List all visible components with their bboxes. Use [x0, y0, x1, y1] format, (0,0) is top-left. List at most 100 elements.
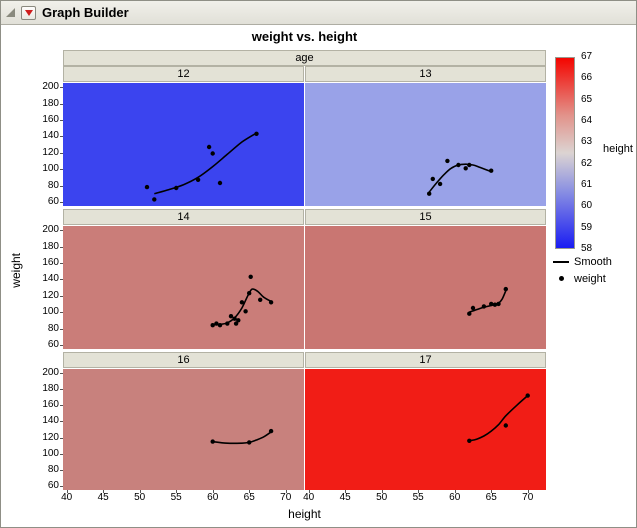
- data-point[interactable]: [210, 439, 215, 444]
- data-point[interactable]: [210, 323, 215, 328]
- data-point[interactable]: [481, 304, 487, 309]
- smooth-line[interactable]: [212, 288, 272, 326]
- y-tick-label: 160: [42, 256, 59, 268]
- data-point[interactable]: [427, 191, 432, 196]
- data-point[interactable]: [225, 321, 230, 326]
- data-point[interactable]: [206, 144, 212, 150]
- x-tick-label: 55: [170, 492, 182, 503]
- x-tick-label: 50: [376, 492, 388, 503]
- data-point[interactable]: [503, 286, 508, 292]
- y-tick-label: 80: [47, 322, 59, 334]
- legend-tick-label: 60: [581, 200, 593, 212]
- y-tick-label: 60: [47, 195, 59, 207]
- data-point[interactable]: [258, 297, 263, 302]
- legend-entries: Smooth weight: [553, 253, 612, 287]
- y-tick-mark: [60, 453, 63, 455]
- y-tick-label: 180: [42, 97, 59, 109]
- collapse-triangle-icon[interactable]: [6, 8, 15, 17]
- data-point[interactable]: [195, 177, 201, 182]
- data-point[interactable]: [470, 305, 476, 311]
- facet-panel-age-13[interactable]: [305, 83, 546, 206]
- data-point[interactable]: [247, 291, 252, 296]
- data-point[interactable]: [445, 158, 450, 164]
- y-tick-mark: [60, 295, 63, 297]
- data-point[interactable]: [489, 301, 494, 307]
- x-tick-mark: [176, 490, 178, 493]
- facet-panel-age-12[interactable]: [63, 83, 304, 206]
- legend-entry-weight[interactable]: weight: [553, 270, 612, 287]
- smooth-line[interactable]: [212, 431, 272, 445]
- data-point[interactable]: [467, 438, 472, 443]
- red-triangle-menu-button[interactable]: [21, 5, 36, 20]
- data-point[interactable]: [248, 274, 253, 279]
- data-point[interactable]: [243, 309, 248, 314]
- y-tick-label: 100: [42, 306, 59, 318]
- data-point[interactable]: [228, 314, 234, 319]
- x-tick-label: 45: [97, 492, 109, 503]
- smooth-line[interactable]: [469, 395, 529, 442]
- chart-title[interactable]: weight vs. height: [251, 29, 358, 44]
- y-tick-mark: [60, 328, 63, 330]
- facet-panel-age-14[interactable]: [63, 226, 304, 349]
- x-tick-label: 55: [412, 492, 424, 503]
- y-axis-title[interactable]: weight: [9, 253, 23, 288]
- smooth-line[interactable]: [428, 163, 492, 193]
- data-point[interactable]: [268, 300, 274, 305]
- legend-tick-label: 63: [581, 136, 593, 148]
- smooth-line[interactable]: [154, 132, 257, 195]
- legend-entry-label: weight: [574, 272, 606, 285]
- facet-column-header: age: [63, 50, 546, 66]
- data-point[interactable]: [463, 166, 468, 171]
- facet-panel-label: 14: [63, 209, 304, 225]
- y-tick-label: 160: [42, 113, 59, 125]
- data-point[interactable]: [174, 185, 179, 191]
- legend-entry-smooth[interactable]: Smooth: [553, 253, 612, 270]
- y-tick-mark: [60, 262, 63, 264]
- facet-panel-age-15[interactable]: [305, 226, 546, 349]
- data-point[interactable]: [503, 423, 508, 428]
- facet-panel-age-16[interactable]: [63, 369, 304, 490]
- data-point[interactable]: [152, 197, 157, 202]
- x-tick-mark: [103, 490, 105, 493]
- data-point[interactable]: [144, 184, 150, 190]
- legend-gradient[interactable]: [555, 57, 575, 249]
- x-tick-label: 70: [280, 492, 292, 503]
- legend-tick-label: 62: [581, 157, 593, 169]
- data-point[interactable]: [233, 321, 239, 326]
- y-tick-mark: [60, 246, 63, 248]
- data-point[interactable]: [437, 181, 443, 187]
- data-point[interactable]: [268, 428, 274, 434]
- x-axis-title[interactable]: height: [288, 507, 321, 521]
- data-point[interactable]: [467, 311, 472, 316]
- data-point[interactable]: [254, 131, 259, 136]
- y-tick-mark: [60, 279, 63, 281]
- y-tick-mark: [60, 421, 63, 423]
- red-triangle-icon: [24, 9, 33, 16]
- data-point[interactable]: [456, 162, 461, 168]
- data-point[interactable]: [210, 151, 215, 156]
- x-tick-label: 70: [522, 492, 534, 503]
- facet-panel-label: 15: [305, 209, 546, 225]
- y-tick-label: 180: [42, 383, 59, 395]
- data-point[interactable]: [247, 440, 252, 445]
- data-point[interactable]: [489, 168, 494, 173]
- x-tick-mark: [454, 490, 456, 493]
- point-glyph: [559, 276, 564, 281]
- data-point[interactable]: [214, 321, 219, 326]
- data-point[interactable]: [217, 180, 223, 186]
- data-point[interactable]: [525, 393, 530, 398]
- x-tick-mark: [249, 490, 251, 493]
- data-point[interactable]: [467, 162, 472, 168]
- data-point[interactable]: [492, 302, 498, 307]
- data-point[interactable]: [496, 301, 501, 307]
- data-point[interactable]: [236, 318, 241, 323]
- data-point[interactable]: [239, 300, 245, 305]
- data-point[interactable]: [232, 316, 237, 321]
- data-point[interactable]: [430, 176, 435, 182]
- data-point[interactable]: [217, 323, 223, 328]
- x-tick-label: 50: [134, 492, 146, 503]
- y-tick-mark: [60, 136, 63, 138]
- facet-panel-age-17[interactable]: [305, 369, 546, 490]
- x-tick-mark: [285, 490, 287, 493]
- legend-tick-label: 67: [581, 51, 593, 62]
